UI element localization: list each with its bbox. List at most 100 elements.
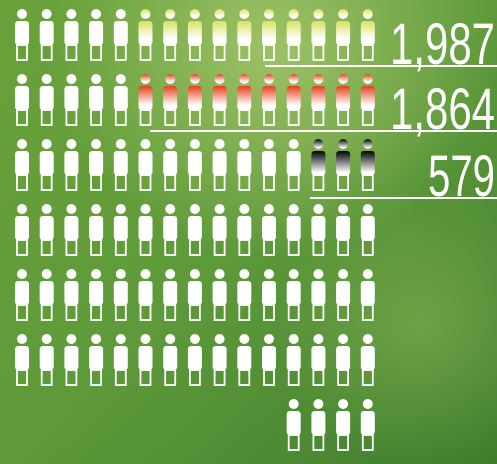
icon-legs — [65, 369, 78, 386]
person-icon — [187, 139, 202, 191]
icon-head — [41, 9, 52, 19]
icon-head — [140, 269, 151, 279]
icon-head — [41, 74, 52, 84]
icon-legs — [238, 304, 251, 321]
icon-head — [115, 269, 126, 279]
icon-head — [140, 9, 151, 19]
icon-head — [165, 334, 176, 344]
person-icon — [89, 204, 104, 256]
person-icon — [336, 269, 351, 321]
icon-head — [66, 204, 77, 214]
icon-legs — [263, 174, 275, 191]
person-icon — [311, 9, 326, 61]
icon-legs — [238, 44, 251, 61]
icon-legs — [139, 239, 152, 256]
person-icon — [163, 204, 178, 256]
icon-head — [189, 269, 200, 279]
icon-legs — [312, 109, 325, 126]
icon-legs — [16, 239, 28, 256]
icon-head — [239, 269, 250, 279]
person-icon — [163, 139, 178, 191]
person-icon — [113, 139, 128, 191]
icon-legs — [114, 369, 127, 386]
person-icon — [89, 269, 104, 321]
icon-legs — [90, 239, 102, 256]
icon-legs — [40, 44, 53, 61]
icon-body — [286, 411, 301, 435]
person-icon — [286, 204, 301, 256]
person-icon — [39, 9, 54, 61]
person-icon — [336, 74, 351, 126]
icon-legs — [238, 174, 251, 191]
icon-legs — [90, 109, 102, 126]
icon-legs — [164, 44, 177, 61]
icon-legs — [287, 174, 300, 191]
icon-head — [189, 334, 200, 344]
icon-body — [113, 86, 128, 110]
icon-head — [66, 9, 77, 19]
icon-head — [66, 74, 77, 84]
person-icon — [39, 334, 54, 386]
icon-head — [17, 139, 27, 149]
icon-body — [15, 151, 29, 175]
counter: 579 — [428, 144, 495, 209]
icon-body — [311, 86, 326, 110]
icon-legs — [90, 174, 102, 191]
icon-body — [89, 216, 104, 240]
icon-body — [336, 86, 351, 110]
icon-legs — [263, 44, 275, 61]
person-icon — [311, 399, 326, 451]
icon-legs — [287, 109, 300, 126]
icon-body — [237, 346, 252, 370]
icon-body — [237, 151, 252, 175]
icon-body — [336, 216, 351, 240]
icon-legs — [40, 174, 53, 191]
icon-body — [237, 281, 252, 305]
person-icon — [237, 9, 252, 61]
icon-body — [360, 216, 375, 240]
icon-body — [212, 151, 227, 175]
icon-body — [286, 216, 301, 240]
icon-body — [64, 21, 79, 45]
person-icon — [212, 9, 227, 61]
icon-head — [288, 204, 299, 214]
icon-body — [64, 151, 79, 175]
person-icon — [163, 74, 178, 126]
icon-body — [336, 151, 351, 175]
icon-head — [17, 334, 27, 344]
icon-legs — [337, 44, 350, 61]
icon-head — [239, 139, 250, 149]
icon-head — [41, 334, 52, 344]
icon-body — [15, 346, 29, 370]
icon-legs — [65, 174, 78, 191]
person-icon — [64, 204, 79, 256]
icon-legs — [287, 304, 300, 321]
person-icon — [237, 74, 252, 126]
icon-head — [115, 139, 126, 149]
icon-legs — [139, 304, 152, 321]
icon-head — [239, 74, 250, 84]
icon-head — [264, 334, 274, 344]
icon-body — [64, 346, 79, 370]
icon-body — [39, 21, 54, 45]
icon-head — [165, 139, 176, 149]
icon-legs — [65, 44, 78, 61]
person-icon — [138, 9, 153, 61]
icon-legs — [139, 109, 152, 126]
person-icon — [113, 74, 128, 126]
icon-legs — [337, 369, 350, 386]
icon-body — [262, 346, 276, 370]
person-icon — [286, 139, 301, 191]
person-icon — [336, 9, 351, 61]
person-icon — [286, 74, 301, 126]
person-icon — [163, 9, 178, 61]
icon-body — [212, 216, 227, 240]
icon-body — [163, 151, 178, 175]
person-icon — [212, 139, 227, 191]
icon-body — [64, 281, 79, 305]
icon-legs — [361, 434, 374, 451]
icon-legs — [90, 44, 102, 61]
icon-body — [311, 411, 326, 435]
counter: 1,864 — [390, 77, 495, 142]
icon-body — [163, 86, 178, 110]
